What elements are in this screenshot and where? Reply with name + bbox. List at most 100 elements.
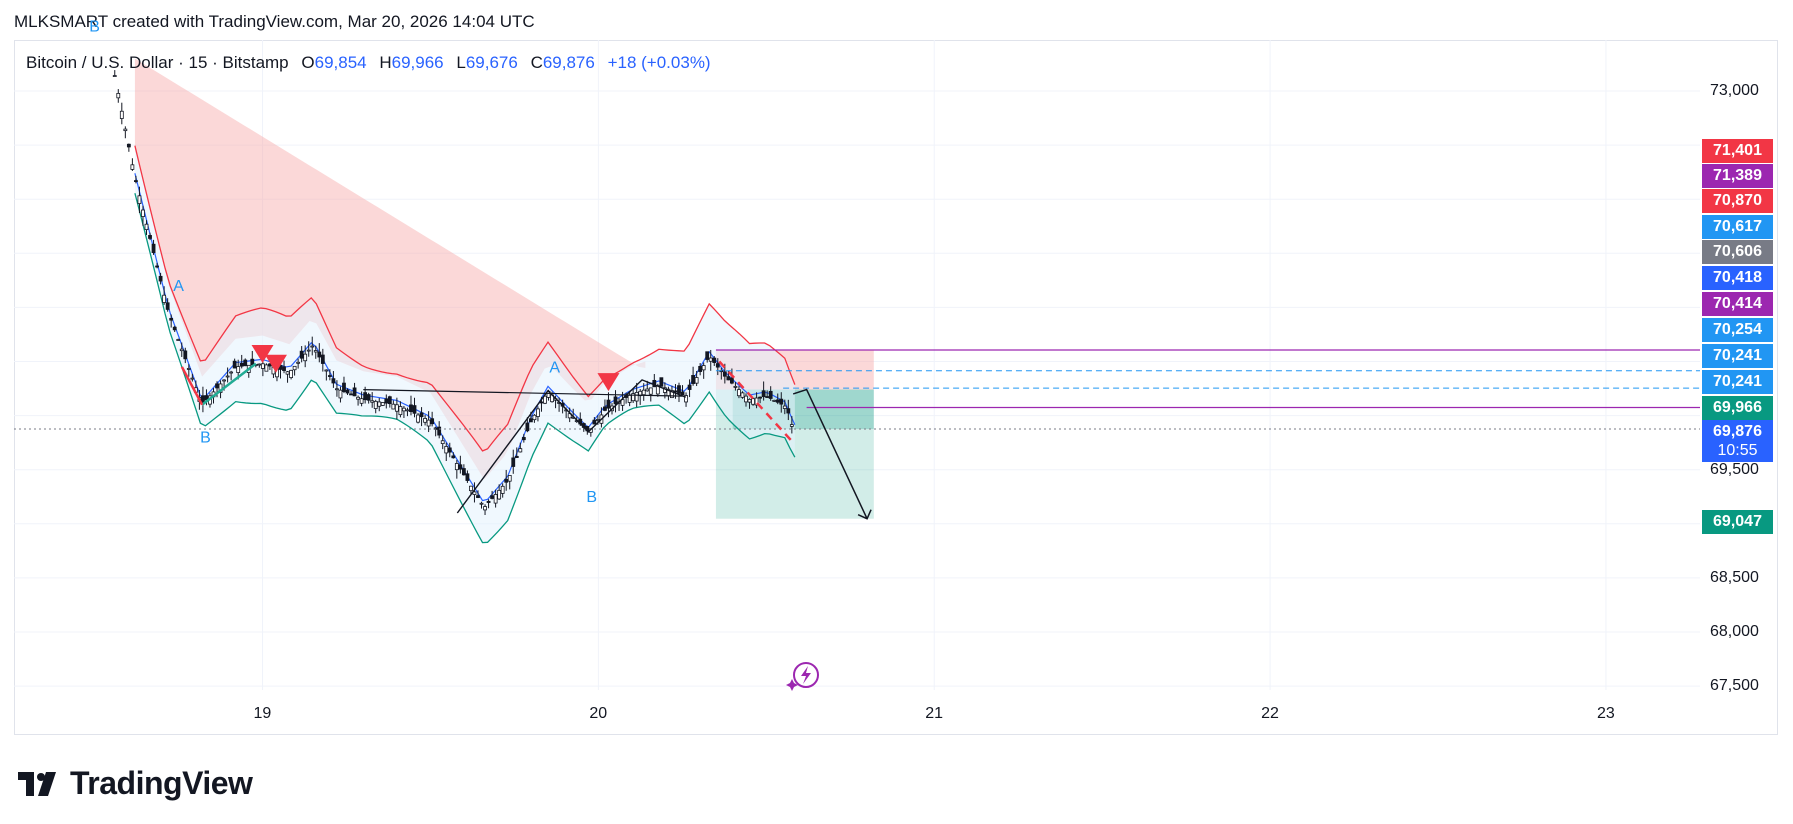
candle-body (179, 348, 184, 352)
chart-frame (14, 40, 1778, 735)
candle-body (472, 491, 477, 495)
upper-band (134, 145, 796, 452)
candle-body (363, 392, 368, 401)
candle-body (215, 383, 219, 389)
candle-body (126, 143, 131, 148)
symbol-legend: Bitcoin / U.S. Dollar · 15 · Bitstamp O6… (26, 53, 711, 73)
candle-body (405, 409, 410, 412)
bear-impulse (180, 366, 204, 406)
candle-body (786, 408, 791, 414)
candle-body (779, 398, 784, 405)
candle-body (359, 398, 364, 404)
candle-body (775, 399, 780, 403)
candle-body (282, 366, 286, 371)
candle-body (765, 396, 770, 398)
open-value: 69,854 (314, 53, 367, 72)
candle-body (335, 388, 339, 391)
candle-body (172, 326, 177, 331)
live-icon[interactable] (784, 655, 824, 695)
candle-body (327, 375, 332, 377)
neckline (363, 389, 683, 397)
candle-body (684, 395, 688, 403)
time-tick-label: 19 (253, 705, 272, 722)
candle-body (236, 366, 241, 373)
candle-body (299, 350, 304, 359)
pattern-label: B (200, 430, 211, 447)
candle-body (476, 495, 480, 498)
candle-body (324, 369, 329, 372)
candle-body (729, 377, 734, 384)
candle-body (451, 455, 456, 459)
time-tick-label: 21 (925, 705, 944, 722)
candle-body (289, 369, 293, 379)
candle-body (670, 390, 674, 399)
candle-body (391, 403, 396, 410)
candle-body (183, 350, 188, 360)
close-value: 69,876 (542, 53, 595, 72)
candle-body (641, 389, 646, 396)
candle-body (239, 363, 244, 367)
candle-body (229, 371, 234, 374)
candle-body (356, 396, 360, 400)
sell-signal-icon (251, 345, 274, 364)
candle-body (423, 418, 427, 423)
candle-body (373, 400, 378, 409)
high-key: H (379, 53, 392, 72)
time-tick-label: 22 (1261, 705, 1279, 722)
candle-body (627, 394, 632, 403)
brand-name: TradingView (70, 765, 253, 801)
pattern-label: B (89, 18, 100, 35)
price-tick-label: 68,000 (1710, 623, 1759, 640)
candle-body (137, 195, 142, 205)
candle-body (469, 485, 473, 492)
candle-body (402, 407, 406, 412)
candle-body (342, 382, 346, 392)
candle-body (204, 395, 209, 401)
candles (112, 70, 794, 515)
candle-body (444, 446, 449, 454)
candle-body (733, 385, 738, 388)
candle-body (761, 390, 766, 398)
change-value: +18 (+0.03%) (607, 53, 711, 72)
candle-body (518, 448, 523, 453)
candle-body (313, 350, 318, 353)
candle-body (595, 419, 600, 421)
tradingview-logo[interactable]: TradingView (18, 765, 253, 802)
symbol-name[interactable]: Bitcoin / U.S. Dollar · 15 · Bitstamp (26, 53, 289, 72)
low-value: 69,676 (465, 53, 518, 72)
candle-body (493, 494, 498, 504)
candle-body (680, 391, 685, 396)
candle-body (130, 164, 135, 170)
price-tag: 70,418 (1702, 266, 1773, 290)
price-tick-label: 73,000 (1710, 82, 1759, 99)
price-tag: 69,047 (1702, 510, 1773, 534)
candle-body (744, 395, 748, 403)
candle-body (186, 368, 191, 370)
bull-impulse (201, 362, 257, 406)
tv-logo-icon (18, 771, 56, 796)
price-tag: 70,606 (1702, 240, 1773, 264)
candle-body (645, 388, 650, 392)
candle-body (123, 128, 128, 132)
candle-body (257, 363, 262, 366)
snapshot-caption: MLKSMART created with TradingView.com, M… (14, 12, 535, 31)
candle-body (687, 384, 692, 390)
candle-body (112, 75, 117, 77)
time-tick-label: 23 (1596, 705, 1615, 722)
drawings (14, 345, 1700, 520)
candle-body (722, 371, 727, 377)
candle-body (677, 385, 681, 394)
price-tag: 69,966 (1702, 396, 1773, 420)
downtrend-cloud (134, 58, 646, 480)
candle-body (165, 302, 170, 310)
candle-body (486, 500, 491, 503)
candle-body (158, 275, 163, 282)
time-tick-label: 20 (589, 705, 608, 722)
candle-body (543, 395, 547, 404)
candle-body (514, 455, 519, 458)
candle-body (243, 359, 248, 367)
candle-body (740, 392, 745, 398)
candle-body (119, 110, 124, 119)
candle-body (338, 389, 343, 399)
